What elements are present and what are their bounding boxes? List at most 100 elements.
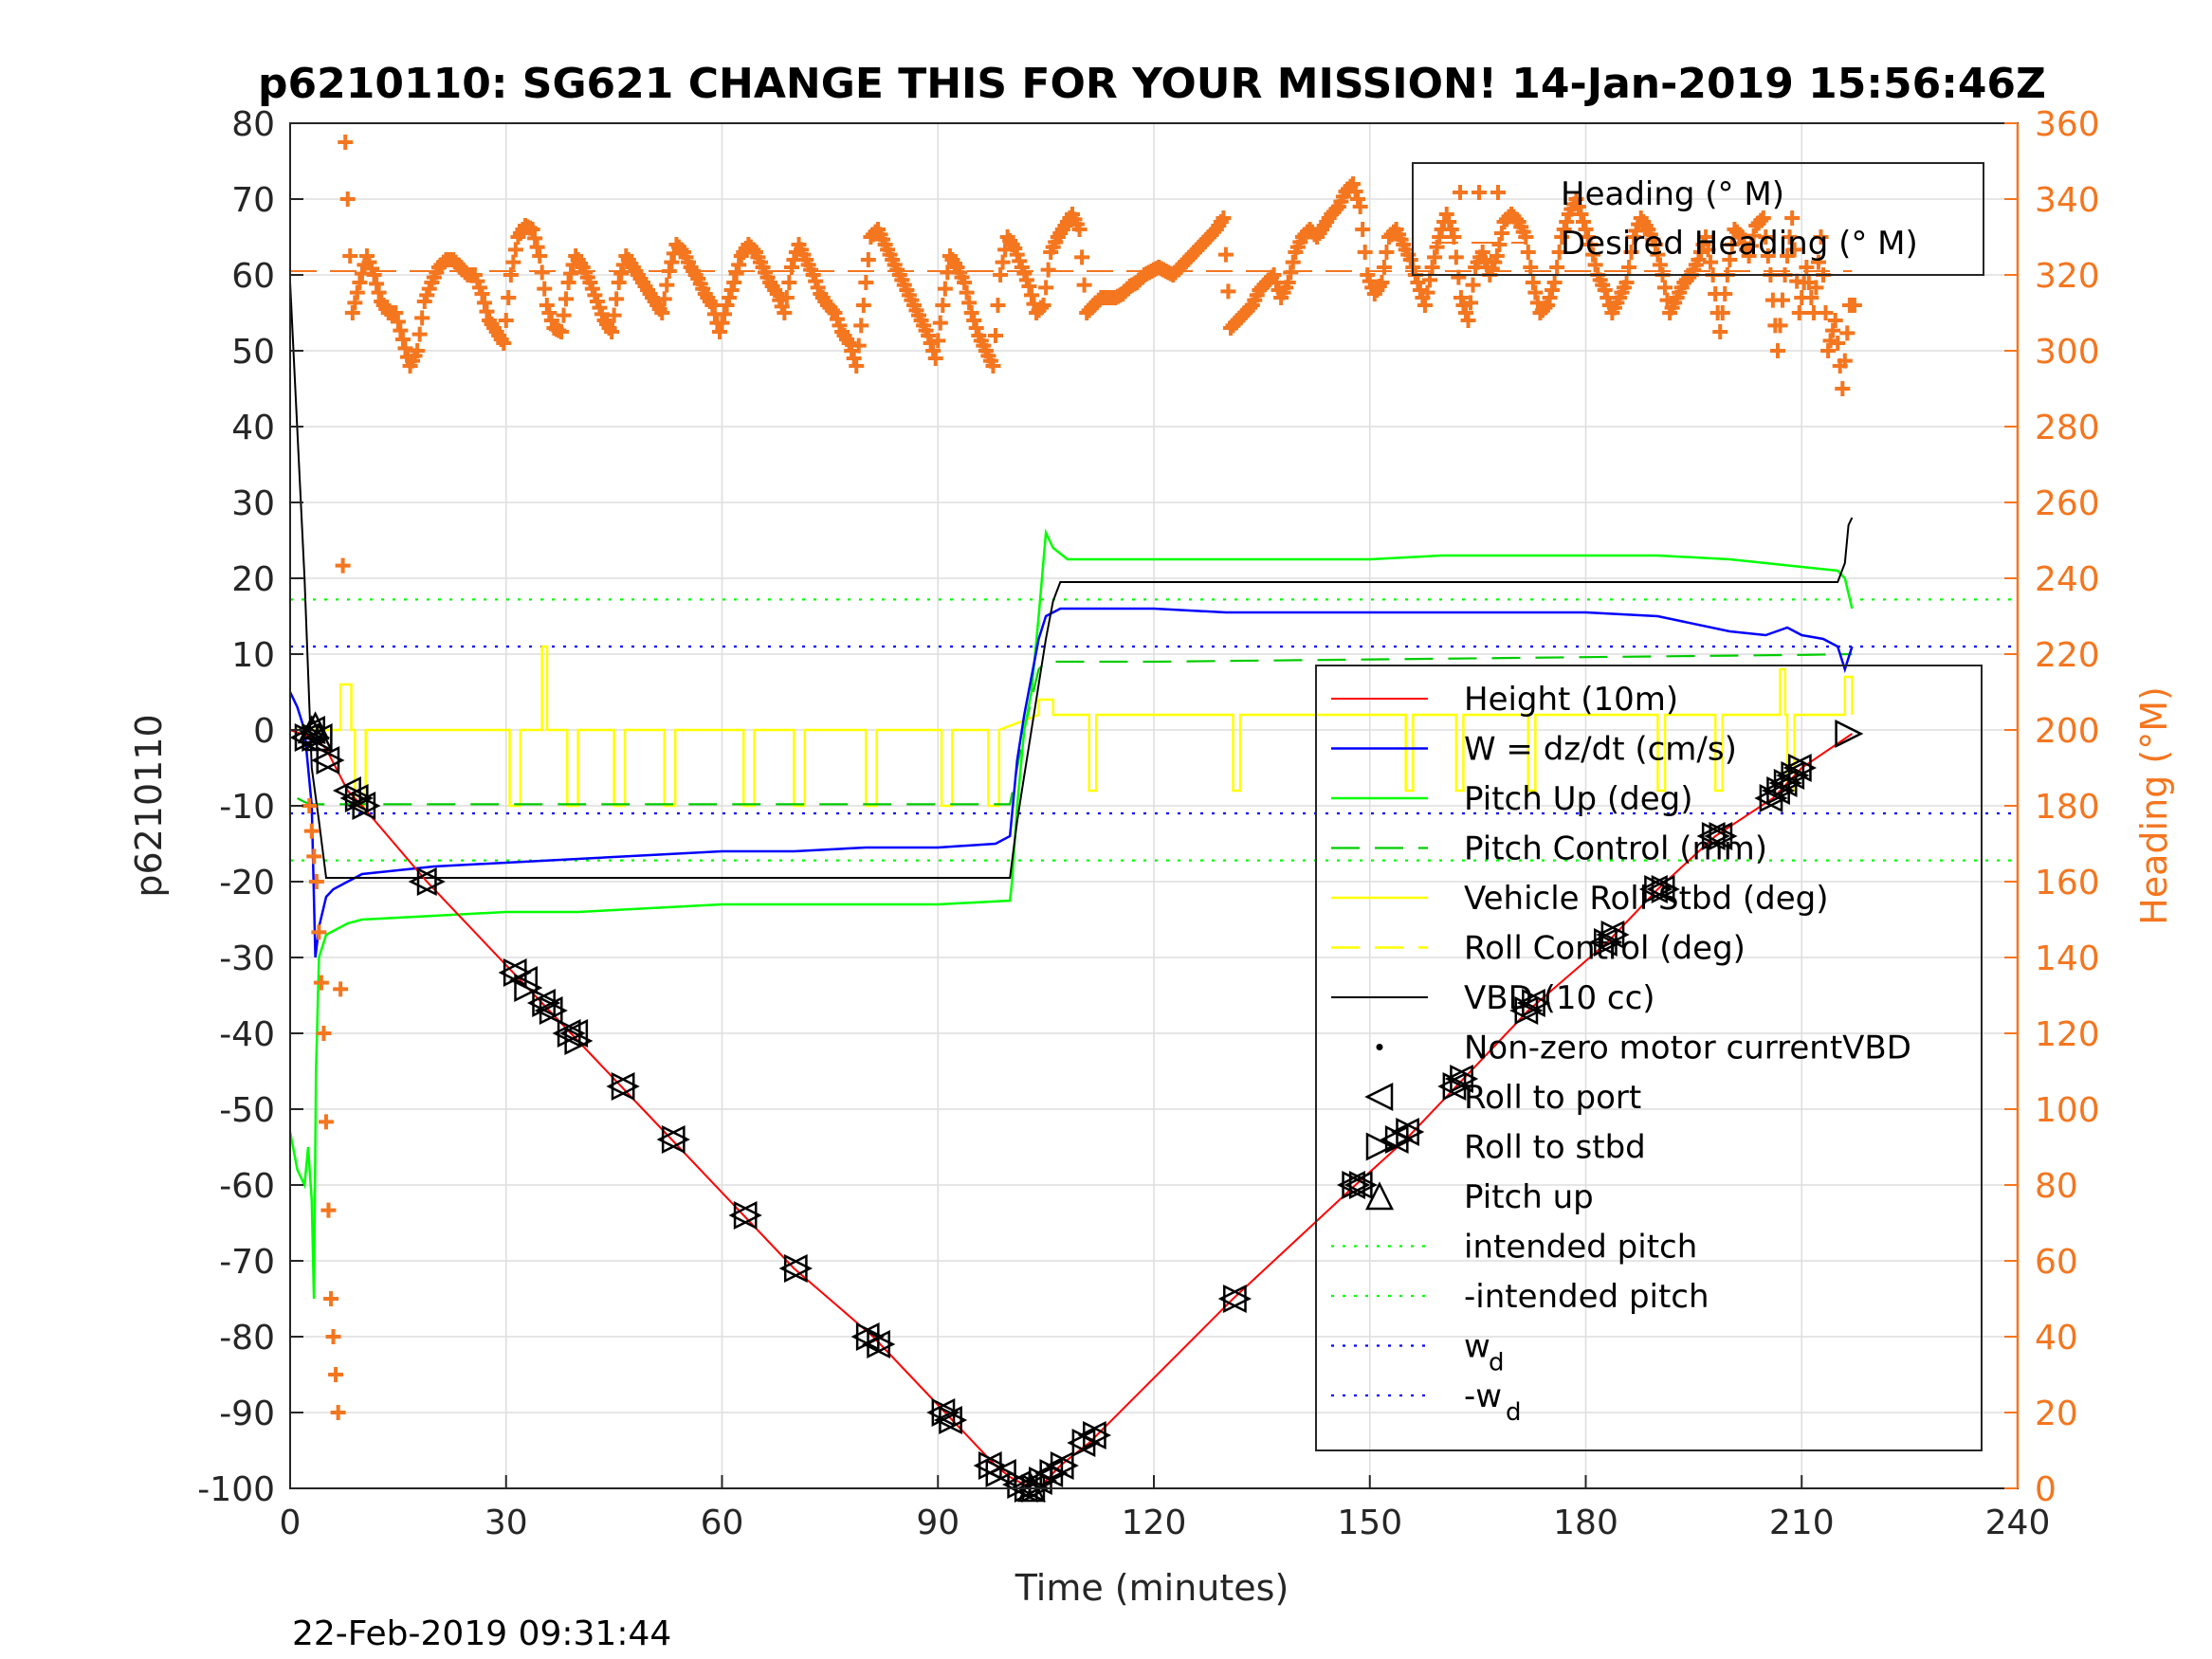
heading-marker bbox=[1491, 237, 1508, 252]
heading-marker bbox=[963, 305, 979, 320]
y-tick-label-left: -60 bbox=[219, 1167, 275, 1206]
heading-marker bbox=[333, 981, 349, 997]
heading-marker bbox=[1587, 257, 1603, 273]
legend-entry-7-swatch bbox=[1376, 1044, 1383, 1050]
legend-entry-14-subscript: d bbox=[1506, 1398, 1522, 1427]
heading-marker bbox=[659, 277, 675, 293]
heading-marker bbox=[1830, 336, 1846, 351]
heading-marker bbox=[498, 313, 514, 328]
heading-marker bbox=[1585, 246, 1601, 263]
heading-marker bbox=[841, 336, 857, 351]
roll-to-stbd-marker bbox=[733, 1200, 762, 1231]
pitch-up-marker bbox=[297, 715, 326, 744]
heading-marker bbox=[344, 305, 360, 320]
heading-marker bbox=[1652, 257, 1668, 273]
heading-marker bbox=[1217, 246, 1234, 263]
heading-marker bbox=[411, 326, 428, 342]
legend-label-desired-heading: Desired Heading (° M) bbox=[1561, 225, 1918, 263]
heading-marker bbox=[654, 305, 670, 320]
heading-marker bbox=[1700, 242, 1716, 258]
roll-to-stbd-marker bbox=[1522, 988, 1551, 1018]
y-tick-label-left: -10 bbox=[219, 788, 275, 827]
roll-to-port-marker bbox=[973, 1450, 1002, 1481]
heading-marker bbox=[1786, 242, 1802, 258]
heading-marker bbox=[1772, 318, 1788, 334]
heading-marker bbox=[501, 290, 517, 305]
y-tick-label-right: 140 bbox=[2035, 939, 2100, 978]
heading-marker bbox=[313, 975, 329, 991]
heading-marker bbox=[1549, 260, 1565, 275]
heading-marker bbox=[1465, 277, 1481, 293]
heading-marker bbox=[1774, 292, 1790, 308]
y-tick-label-left: -40 bbox=[219, 1015, 275, 1054]
heading-marker bbox=[311, 924, 327, 940]
heading-marker bbox=[388, 305, 404, 320]
roll-to-stbd-marker bbox=[978, 1450, 1007, 1481]
heading-marker bbox=[1822, 333, 1838, 349]
timestamp: 22-Feb-2019 09:31:44 bbox=[292, 1614, 671, 1653]
y-axis-label-right: Heading (°M) bbox=[2133, 686, 2175, 925]
pitch-up-marker bbox=[304, 722, 334, 752]
heading-marker bbox=[1374, 275, 1390, 290]
heading-marker bbox=[930, 333, 946, 349]
heading-marker bbox=[1545, 283, 1561, 298]
roll-to-stbd-marker bbox=[783, 1253, 814, 1284]
heading-marker bbox=[320, 1202, 337, 1218]
roll-to-stbd-marker bbox=[557, 1018, 586, 1048]
roll-to-port-marker bbox=[347, 791, 376, 821]
legend-entry-10-label: Pitch up bbox=[1464, 1178, 1594, 1216]
heading-marker bbox=[712, 324, 727, 339]
legend-entry-12-label: -intended pitch bbox=[1464, 1278, 1709, 1316]
x-tick-label: 60 bbox=[701, 1504, 744, 1542]
heading-marker bbox=[1741, 248, 1757, 264]
heading-marker bbox=[1837, 353, 1853, 369]
axis-ticks: 0 30 60 90 120 150 180 210 24080706050403020100-… bbox=[197, 105, 2099, 1542]
heading-marker bbox=[556, 307, 572, 323]
roll-to-port-marker bbox=[933, 1405, 962, 1435]
heading-marker bbox=[855, 298, 871, 313]
roll-to-stbd-marker bbox=[1450, 1064, 1479, 1094]
heading-marker bbox=[1835, 381, 1851, 396]
roll-to-port-marker bbox=[1696, 821, 1726, 851]
heading-marker bbox=[990, 298, 1006, 313]
heading-marker bbox=[524, 222, 540, 237]
roll-to-stbd-marker bbox=[1384, 1124, 1414, 1155]
y-tick-label-right: 240 bbox=[2035, 560, 2100, 599]
roll-to-port-marker bbox=[1782, 753, 1812, 783]
heading-marker bbox=[932, 315, 948, 331]
heading-marker bbox=[1410, 275, 1426, 290]
heading-marker bbox=[397, 340, 413, 356]
roll-to-stbd-marker bbox=[514, 973, 543, 1003]
roll-to-stbd-marker bbox=[1788, 753, 1818, 783]
heading-marker bbox=[338, 135, 354, 150]
heading-marker bbox=[1460, 313, 1476, 328]
heading-marker bbox=[745, 242, 761, 258]
legend-heading-marker bbox=[1453, 185, 1468, 200]
heading-marker bbox=[957, 275, 973, 290]
legend-entry-1-label: W = dz/dt (cm/s) bbox=[1464, 731, 1737, 769]
heading-marker bbox=[1808, 280, 1824, 296]
legend-entry-13-subscript: d bbox=[1489, 1349, 1505, 1377]
y-tick-label-right: 280 bbox=[2035, 409, 2100, 447]
heading-marker bbox=[1582, 237, 1599, 252]
heading-marker bbox=[1427, 249, 1443, 265]
heading-marker bbox=[1753, 212, 1769, 228]
y-tick-label-right: 120 bbox=[2035, 1015, 2100, 1054]
y-tick-label-left: 70 bbox=[231, 181, 275, 220]
roll-to-port-marker bbox=[1704, 821, 1733, 851]
heading-marker bbox=[1650, 246, 1666, 263]
legend-entry-6-label: VBD (10 cc) bbox=[1464, 979, 1655, 1017]
heading-marker bbox=[1508, 211, 1525, 228]
heading-marker bbox=[1038, 280, 1054, 296]
roll-to-stbd-marker bbox=[1223, 1284, 1252, 1314]
heading-marker bbox=[719, 298, 735, 313]
vbd-series-line bbox=[289, 282, 1854, 879]
heading-marker bbox=[325, 1329, 341, 1344]
heading-marker bbox=[1355, 222, 1371, 237]
y-tick-label-right: 360 bbox=[2035, 105, 2100, 144]
heading-marker bbox=[1417, 298, 1433, 313]
heading-marker bbox=[1402, 252, 1418, 267]
heading-marker bbox=[1021, 279, 1037, 294]
legend-main-box bbox=[1315, 665, 1983, 1451]
y-tick-label-right: 160 bbox=[2035, 864, 2100, 902]
